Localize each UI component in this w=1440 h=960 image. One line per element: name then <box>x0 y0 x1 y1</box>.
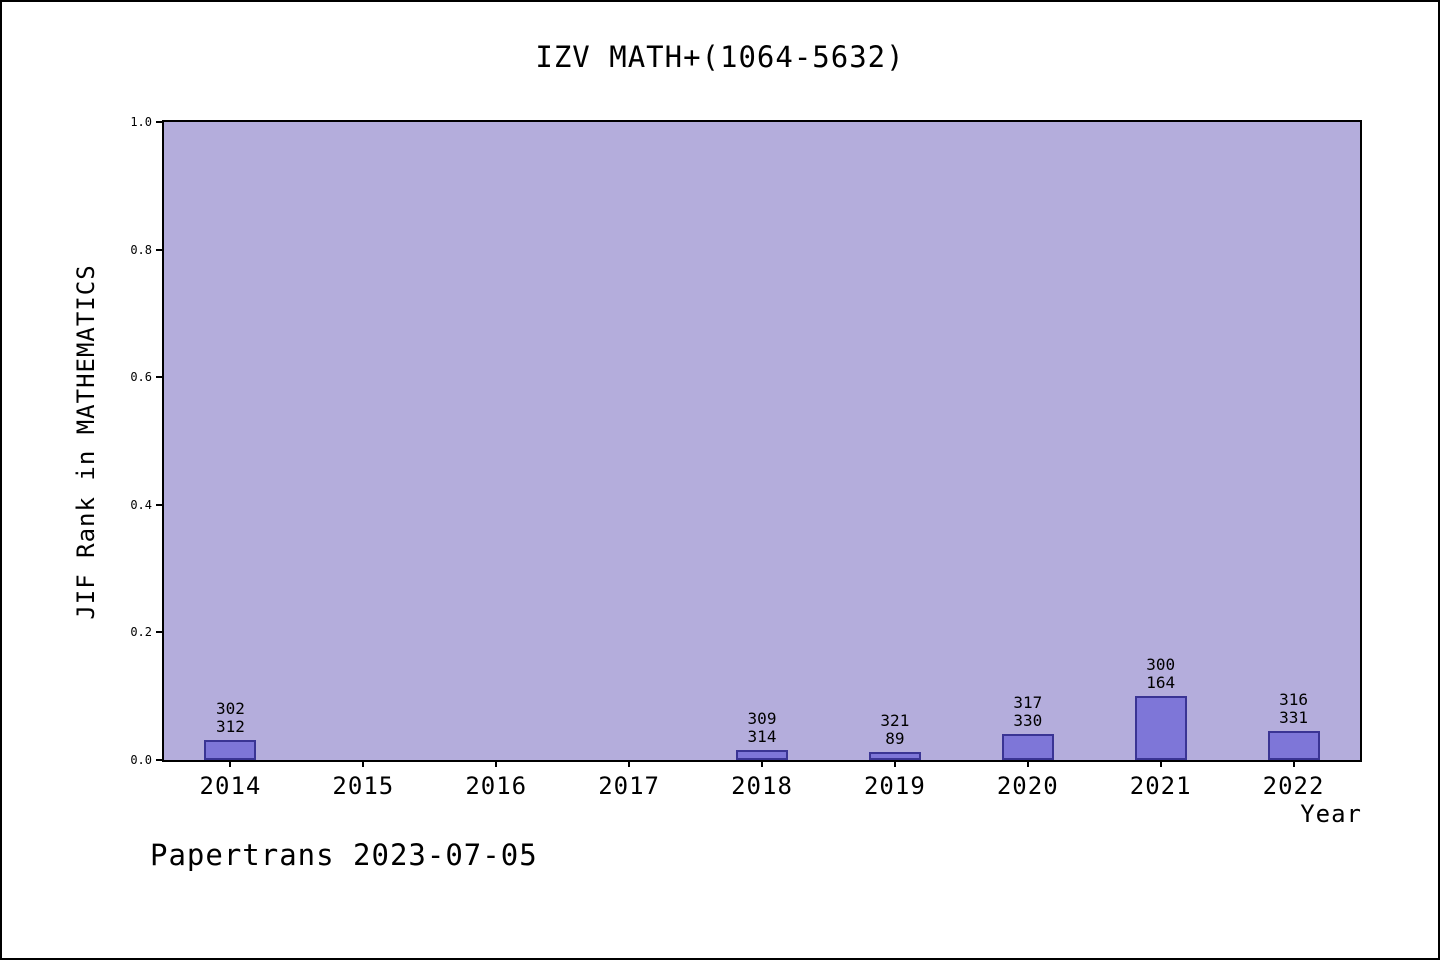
y-axis-tick <box>156 248 164 251</box>
bar-value-label-2020: 317 330 <box>958 694 1098 730</box>
bar-value-line: 330 <box>1013 711 1043 731</box>
y-axis-tick-label: 0.2 <box>130 625 152 640</box>
x-axis-tick-label: 2017 <box>598 772 660 800</box>
x-axis-tick-label: 2020 <box>996 772 1059 800</box>
chart-title: IZV MATH+(1064-5632) <box>535 40 905 74</box>
bar-2014 <box>204 739 257 760</box>
x-axis-label: Year <box>1300 800 1362 828</box>
x-axis-tick-label: 2014 <box>199 772 262 800</box>
x-axis-tick <box>495 760 498 767</box>
bar-value-label-2014: 302 312 <box>160 698 300 736</box>
bar-value-label-2022: 316 331 <box>1224 691 1364 727</box>
bar-value-line: 312 <box>216 716 245 736</box>
bar-value-label-2021: 300 164 <box>1091 656 1231 692</box>
footer-watermark: Papertrans 2023-07-05 <box>150 838 538 872</box>
bar-2018 <box>736 749 788 760</box>
y-axis-tick <box>156 631 164 634</box>
bar-2022 <box>1267 731 1320 760</box>
x-axis-tick <box>893 760 896 767</box>
x-axis-tick <box>362 760 365 767</box>
bar-2020 <box>1001 734 1054 760</box>
x-axis-tick-label: 2022 <box>1262 772 1325 800</box>
bar-value-line: 321 <box>880 710 910 730</box>
bar-value-line: 89 <box>885 728 905 748</box>
y-axis-tick <box>156 121 164 123</box>
bar-value-line: 317 <box>1013 693 1043 713</box>
x-axis-tick-label: 2015 <box>332 772 395 800</box>
bar-value-label-2018: 309 314 <box>692 708 832 746</box>
y-axis-tick <box>156 376 164 379</box>
bar-value-line: 331 <box>1279 708 1308 728</box>
y-axis-tick-label: 0.0 <box>130 753 152 767</box>
y-axis-tick-label: 0.8 <box>130 242 152 257</box>
y-axis-tick <box>156 759 164 761</box>
x-axis-tick <box>628 760 631 767</box>
bar-value-line: 302 <box>216 698 245 718</box>
x-axis-tick <box>761 760 763 767</box>
bar-2021 <box>1134 696 1187 760</box>
bar-value-label-2019: 321 89 <box>825 710 965 748</box>
plot-area: 0.0 0.2 0.4 0.6 0.8 1.0 2014 302 312 2015 2016 2017… <box>130 115 1364 800</box>
x-axis-tick <box>1159 760 1162 767</box>
bar-2019 <box>868 751 921 760</box>
x-axis-tick-label: 2019 <box>863 772 926 800</box>
x-axis-tick-label: 2018 <box>731 772 793 800</box>
bar-value-line: 164 <box>1146 673 1176 693</box>
y-axis-tick <box>156 503 164 506</box>
bar-value-line: 300 <box>1146 655 1176 675</box>
x-axis-tick <box>229 760 232 767</box>
bar-value-line: 309 <box>747 708 777 728</box>
bar-value-line: 316 <box>1279 690 1308 710</box>
y-axis-tick-label: 1.0 <box>130 115 152 129</box>
x-axis-tick <box>1292 760 1295 767</box>
y-axis-tick-label: 0.6 <box>130 370 152 385</box>
x-axis-tick <box>1026 760 1029 767</box>
x-axis-tick-label: 2021 <box>1129 772 1192 800</box>
y-axis-label: JIF Rank in MATHEMATICS <box>72 264 100 620</box>
x-axis-tick-label: 2016 <box>465 772 528 800</box>
bar-value-line: 314 <box>747 726 777 746</box>
y-axis-tick-label: 0.4 <box>130 497 152 512</box>
